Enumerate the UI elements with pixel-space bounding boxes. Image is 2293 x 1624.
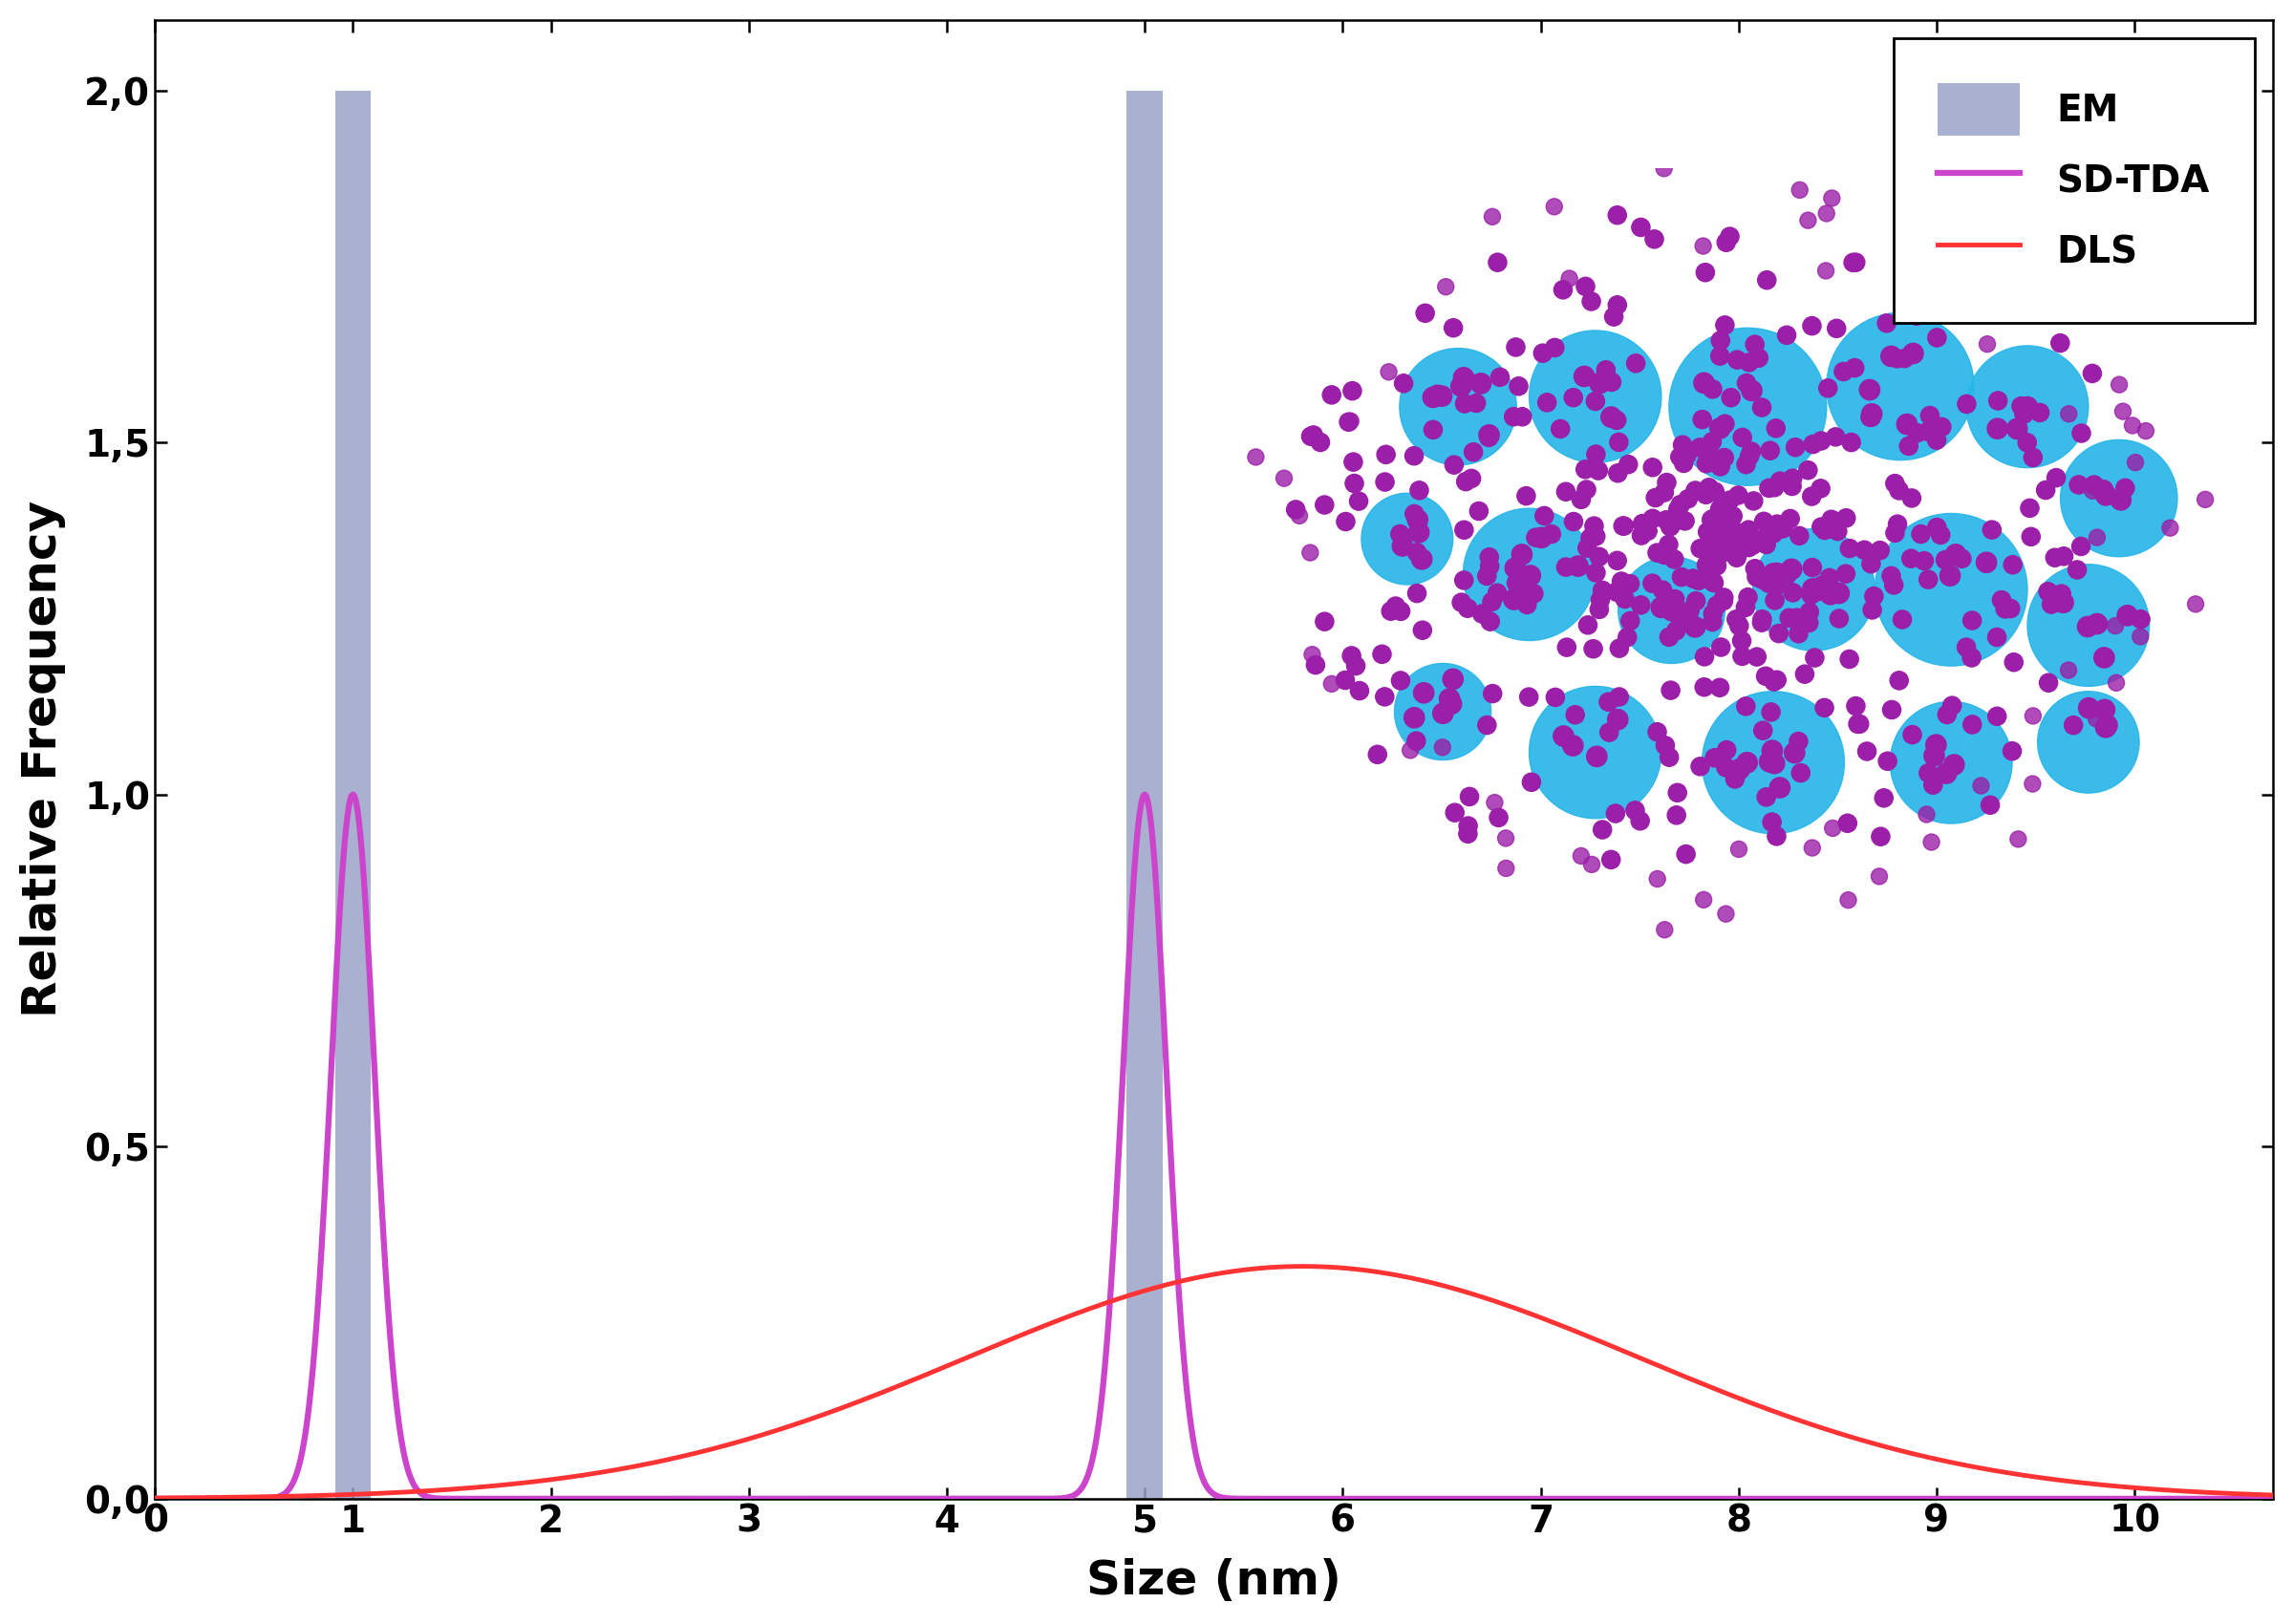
Bar xyxy=(335,91,371,1499)
Legend: EM, SD-TDA, DLS: EM, SD-TDA, DLS xyxy=(1894,39,2254,323)
Y-axis label: Relative Frequency: Relative Frequency xyxy=(21,500,66,1018)
X-axis label: Size (nm): Size (nm) xyxy=(1087,1559,1341,1605)
Bar xyxy=(1126,91,1163,1499)
